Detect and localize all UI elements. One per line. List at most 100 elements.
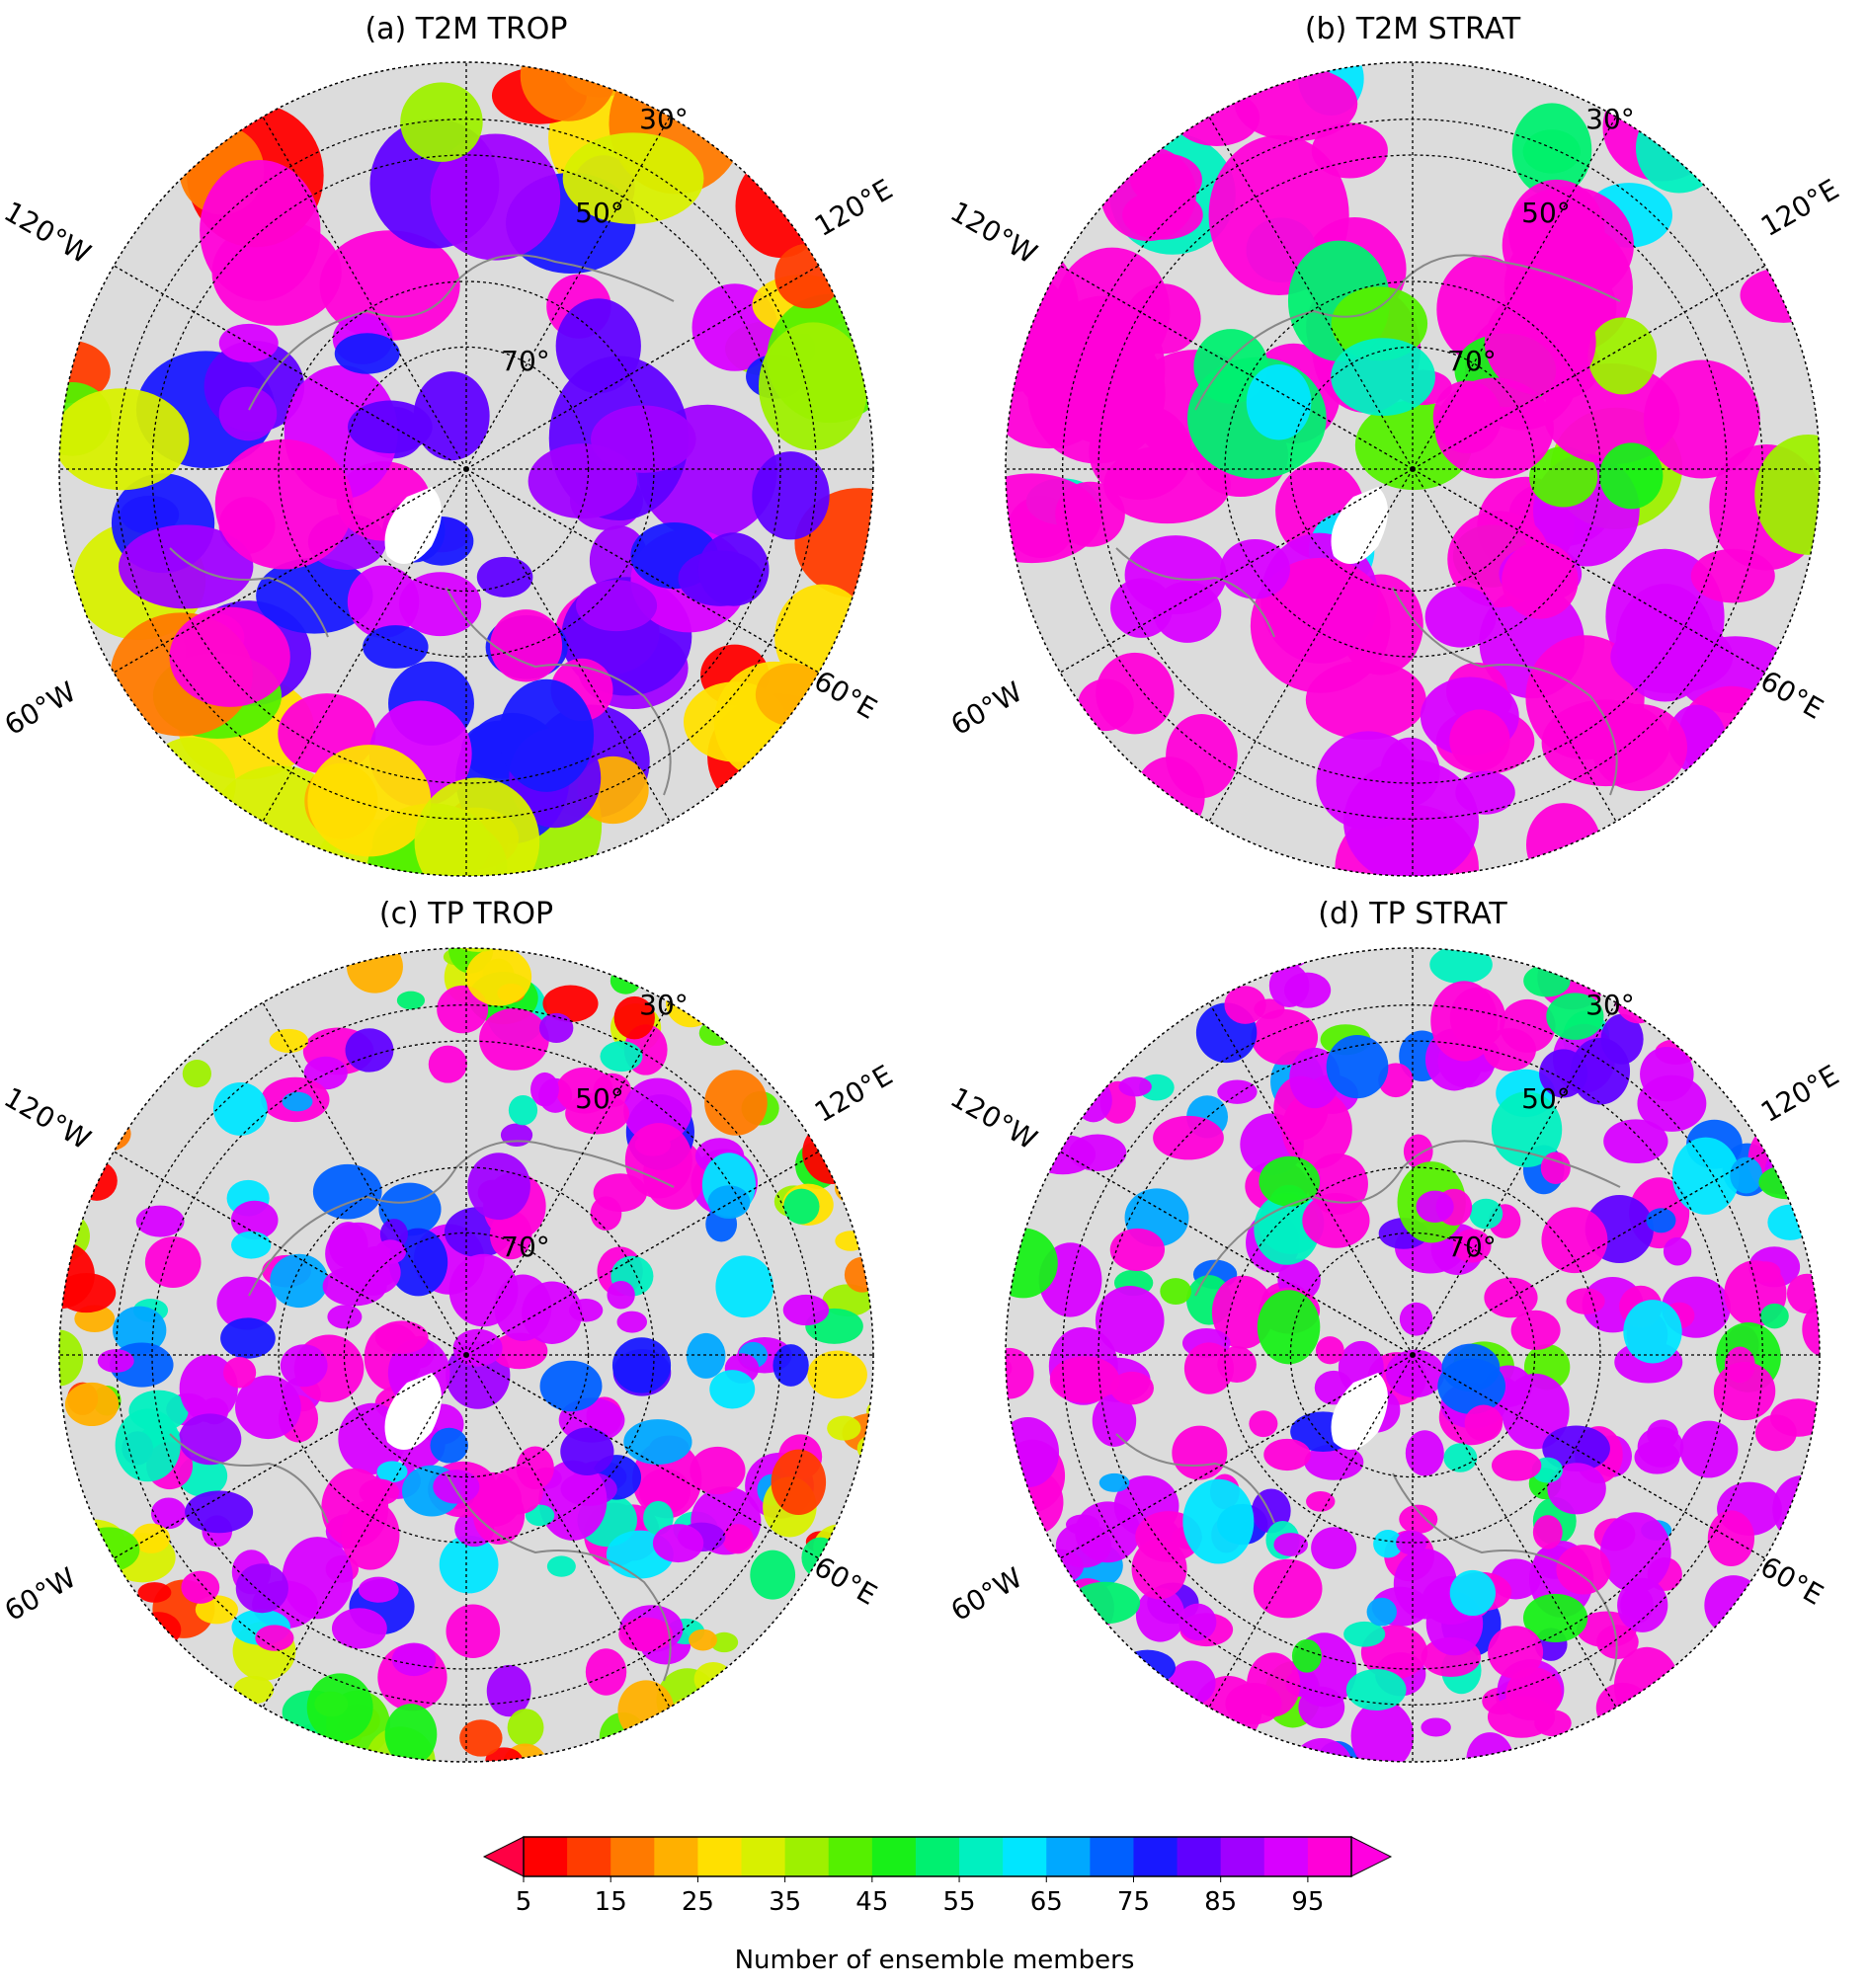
field-patch: [282, 1091, 313, 1112]
field-patch: [1178, 1603, 1217, 1641]
colorbar-bin: [1046, 1837, 1091, 1876]
field-patch: [359, 1478, 400, 1506]
field-patch: [856, 1432, 873, 1465]
field-patch: [1257, 1290, 1321, 1365]
field-patch: [255, 1625, 294, 1651]
field-patch: [1570, 1037, 1631, 1105]
field-patch: [1663, 1236, 1692, 1266]
colorbar-tick-label: 55: [943, 1887, 976, 1917]
map-label-lat_30: 30°: [1585, 103, 1635, 135]
field-patch: [774, 243, 842, 309]
field-patch: [1679, 1420, 1739, 1478]
field-patch: [678, 550, 764, 606]
field-patch: [1250, 557, 1391, 693]
ensemble-field: [59, 948, 873, 1762]
field-patch: [689, 1629, 717, 1651]
field-patch: [1529, 446, 1598, 508]
field-patch: [1306, 1491, 1336, 1512]
field-patch: [1595, 1682, 1651, 1733]
field-patch: [710, 1631, 739, 1653]
field-patch: [1092, 1393, 1137, 1447]
field-patch: [1587, 317, 1658, 395]
field-patch: [1730, 1156, 1763, 1194]
field-patch: [430, 133, 561, 261]
field-patch: [270, 1253, 329, 1309]
field-patch: [508, 1094, 538, 1126]
colorbar-over-arrow: [1350, 1836, 1393, 1877]
field-patch: [1070, 1581, 1141, 1625]
field-patch: [1421, 1717, 1451, 1737]
field-patch: [491, 1332, 548, 1370]
field-patch: [1153, 581, 1222, 643]
field-patch: [1522, 1593, 1588, 1642]
map-label-lon_120w: 120°W: [945, 195, 1043, 270]
colorbar-bin: [1220, 1837, 1265, 1876]
field-patch: [341, 1499, 400, 1570]
field-patch: [704, 1070, 768, 1136]
colorbar-bin: [1090, 1837, 1134, 1876]
field-patch: [1373, 1530, 1404, 1558]
field-patch: [530, 1072, 559, 1107]
field-patch: [76, 1160, 118, 1201]
field-patch: [1343, 1621, 1386, 1647]
field-patch: [722, 1524, 754, 1554]
map-label-lon_60w: 60°W: [945, 1561, 1027, 1628]
ensemble-field: [59, 62, 873, 876]
colorbar-bin: [567, 1837, 611, 1876]
colorbar-bin: [1133, 1837, 1178, 1876]
field-patch: [414, 777, 540, 876]
colorbar-bin: [1263, 1837, 1309, 1876]
map-label-lat_30: 30°: [639, 103, 689, 135]
field-patch: [144, 1236, 202, 1289]
field-patch: [1006, 372, 1102, 449]
field-patch: [185, 1490, 254, 1534]
graticule: [59, 948, 873, 1762]
field-patch: [1399, 1504, 1438, 1534]
field-patch: [1125, 283, 1201, 355]
field-patch: [312, 1163, 382, 1220]
field-patch: [613, 995, 655, 1040]
panel-title-c: (c) TP TROP: [378, 897, 554, 931]
field-patch: [280, 1344, 328, 1388]
field-patch: [750, 1550, 796, 1600]
map-label-lon_60e: 60°E: [1755, 664, 1829, 725]
field-patch: [1385, 1349, 1445, 1398]
field-patch: [446, 1604, 501, 1658]
field-patch: [542, 985, 599, 1023]
field-patch: [1434, 377, 1554, 479]
field-patch: [1599, 442, 1664, 510]
colorbar-tick-label: 25: [682, 1887, 714, 1917]
colorbar-tick-label: 65: [1030, 1887, 1063, 1917]
field-patch: [1399, 1302, 1433, 1336]
field-patch: [331, 1608, 387, 1649]
field-patch: [1547, 1463, 1606, 1515]
colorbar-bin: [524, 1837, 568, 1876]
field-patch: [1387, 1767, 1424, 1789]
field-patch: [1466, 1732, 1514, 1762]
field-patch: [1254, 1193, 1320, 1265]
field-patch: [214, 438, 354, 570]
field-patch: [64, 1382, 120, 1426]
field-patch: [307, 745, 432, 857]
field-patch: [115, 1408, 181, 1482]
field-patch: [1055, 481, 1125, 547]
field-patch: [1449, 1569, 1496, 1617]
field-patch: [562, 132, 704, 224]
missing-data-patch: [1331, 1373, 1388, 1450]
field-patch: [1100, 146, 1197, 242]
colorbar-under-arrow: [482, 1836, 525, 1877]
field-patch: [1273, 1533, 1309, 1556]
ensemble-field: [1006, 948, 1820, 1789]
field-patch: [1006, 1417, 1060, 1488]
field-patch: [1331, 338, 1435, 417]
field-patch: [516, 1446, 554, 1490]
field-patch: [1449, 709, 1510, 771]
field-patch: [322, 1266, 387, 1307]
colorbar-tick-label: 15: [595, 1887, 627, 1917]
field-patch: [413, 371, 490, 461]
field-patch: [1767, 1204, 1813, 1240]
field-patch: [807, 1350, 867, 1399]
field-patch: [1623, 1300, 1682, 1364]
field-patch: [1118, 1076, 1152, 1097]
field-patch: [1068, 1134, 1127, 1171]
